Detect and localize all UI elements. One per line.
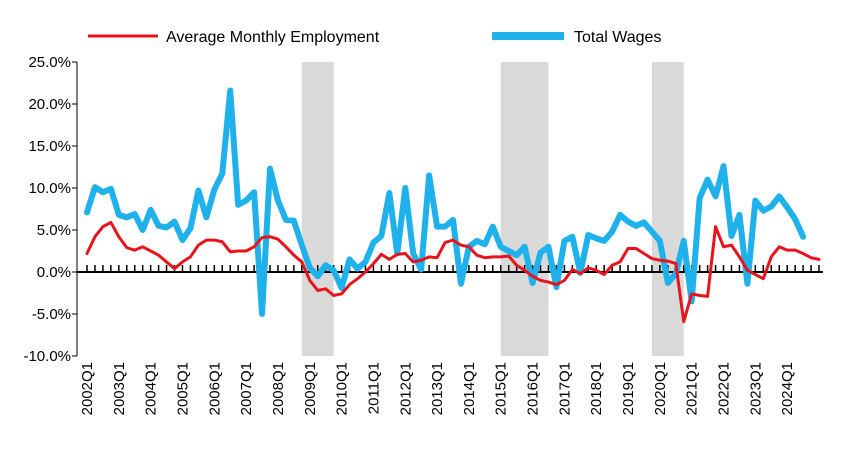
y-tick-label: 25.0% <box>28 54 71 71</box>
x-tick-label: 2012Q1 <box>397 362 414 415</box>
x-tick-label: 2008Q1 <box>270 362 287 415</box>
x-tick-label: 2007Q1 <box>238 362 255 415</box>
x-tick-label: 2013Q1 <box>429 362 446 415</box>
x-tick-label: 2003Q1 <box>111 362 128 415</box>
x-tick-label: 2022Q1 <box>716 362 733 415</box>
y-tick-label: 10.0% <box>28 180 71 197</box>
y-tick-label: -10.0% <box>23 348 71 365</box>
series-layer <box>84 87 821 324</box>
x-tick-label: 2014Q1 <box>461 362 478 415</box>
series-line-employment <box>85 220 821 324</box>
x-tick-label: 2009Q1 <box>302 362 319 415</box>
y-tick-label: 20.0% <box>28 96 71 113</box>
recession-band-0 <box>301 62 334 356</box>
x-tick-label: 2011Q1 <box>365 362 382 414</box>
legend-label-wages: Total Wages <box>574 29 661 46</box>
x-tick-label: 2005Q1 <box>174 362 191 415</box>
series-line-wages <box>84 87 807 317</box>
legend-label-employment: Average Monthly Employment <box>166 29 380 46</box>
y-tick-label: 5.0% <box>37 222 71 239</box>
x-tick-label: 2024Q1 <box>779 362 796 415</box>
axes-layer <box>72 61 823 357</box>
y-tick-label: 15.0% <box>28 138 71 155</box>
recession-band-1 <box>500 62 549 356</box>
x-tick-label: 2021Q1 <box>684 362 701 415</box>
x-tick-label: 2023Q1 <box>747 362 764 415</box>
recession-shading-layer <box>301 62 684 356</box>
x-tick-label: 2004Q1 <box>143 362 160 415</box>
x-tick-label: 2015Q1 <box>493 362 510 415</box>
x-tick-label: 2006Q1 <box>206 362 223 415</box>
x-tick-label: 2018Q1 <box>588 362 605 415</box>
x-tick-label: 2010Q1 <box>334 362 351 415</box>
legend: Average Monthly Employment Total Wages <box>88 29 661 46</box>
y-tick-label: -5.0% <box>32 306 71 323</box>
x-tick-label: 2019Q1 <box>620 362 637 415</box>
x-tick-label: 2020Q1 <box>652 362 669 415</box>
x-tick-label: 2017Q1 <box>556 362 573 415</box>
tick-labels: -10.0% -5.0% 0.0% 5.0% 10.0% 15.0% 20.0% 25.0% 2… <box>23 54 796 415</box>
x-tick-label: 2002Q1 <box>79 362 96 415</box>
y-tick-label: 0.0% <box>37 264 71 281</box>
x-tick-label: 2016Q1 <box>525 362 542 415</box>
recession-band-2 <box>651 62 684 356</box>
